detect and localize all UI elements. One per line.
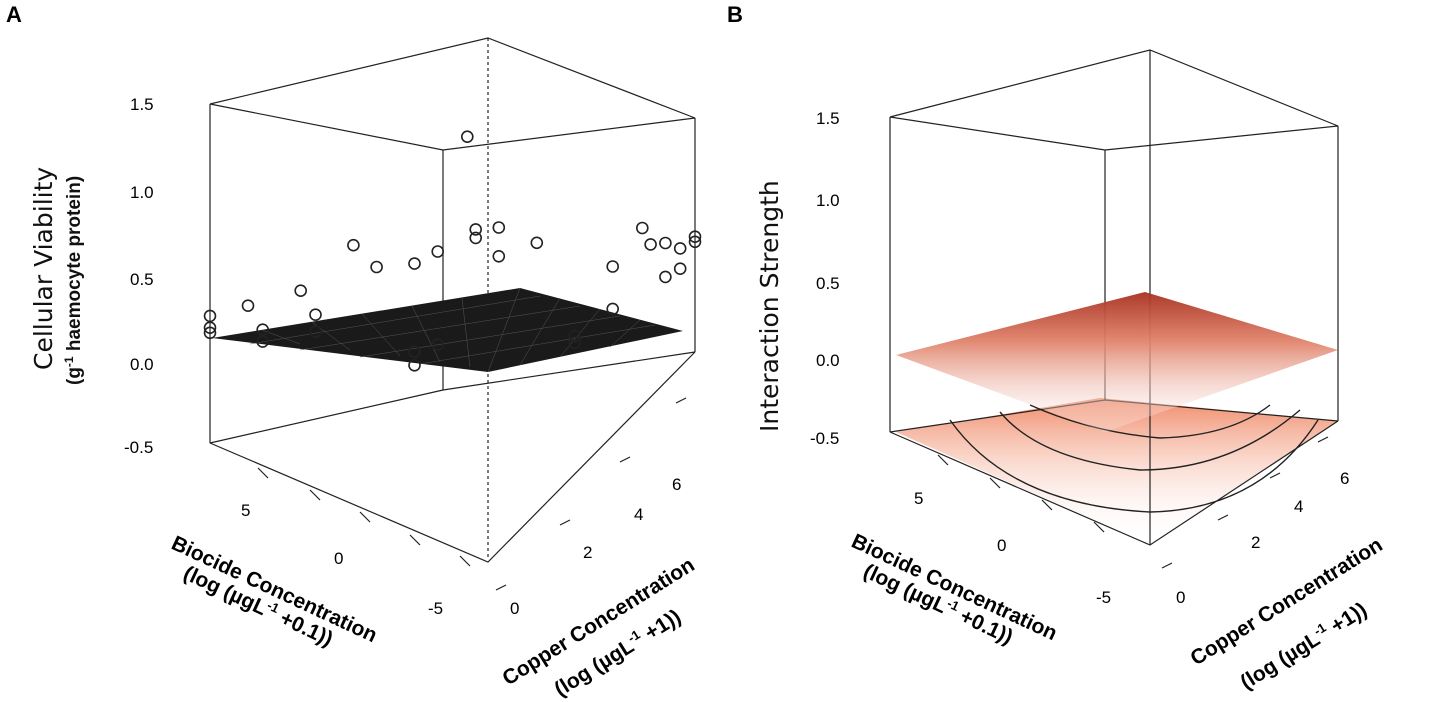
z-axis-title-a: Cellular Viability [29,167,58,370]
contour-1 [999,409,1301,471]
floor-projection-b [896,398,1338,545]
copper-tick-b-1: 0 [1176,588,1185,607]
data-point-17 [492,249,506,263]
data-point-29 [659,270,672,284]
data-point-23 [568,336,582,350]
copper-tick-a-1: 0 [510,599,519,618]
data-point-32 [688,235,702,249]
data-point-22 [530,236,544,250]
data-point-15 [469,223,483,236]
data-point-30 [673,242,687,255]
data-point-16 [492,221,506,234]
data-point-26 [606,260,620,273]
z-tick-b-2: 1.0 [816,191,840,210]
z-tick-a-3: 0.5 [130,270,154,289]
panel-label-b: B [727,2,743,27]
z-tick-labels-b: 1.5 1.0 0.5 0.0 -0.5 [810,109,840,448]
z-tick-b-5: -0.5 [810,429,839,448]
z-tick-b-1: 1.5 [816,109,840,128]
data-point-28 [659,236,672,250]
biocide-ticks-b [937,454,1105,533]
copper-ticks-b [1161,436,1329,569]
biocide-tick-b-1: 5 [914,489,923,508]
data-point-2 [203,321,217,335]
biocide-ticks-a [257,467,471,567]
data-point-4 [241,299,255,313]
z-tick-b-4: 0.0 [816,351,840,370]
data-point-18 [460,130,474,143]
data-point-24 [568,329,582,343]
panel-label-a: A [6,2,22,27]
box-top-b [889,49,1339,151]
z-tick-a-1: 1.5 [130,95,154,114]
box-bottom-back [209,351,696,444]
z-tick-b-3: 0.5 [816,274,840,293]
data-point-12 [408,257,421,270]
box-bottom-front [209,351,696,563]
contour-2 [949,419,1319,513]
data-point-21 [431,338,445,352]
data-point-19 [408,345,421,359]
box-top [209,37,696,151]
data-point-3 [203,326,217,340]
data-point-6 [256,335,270,348]
z-axis-subtitle-a: (g-1 haemocyte protein) [62,176,85,385]
response-surface-b [896,292,1338,432]
data-point-7 [294,284,308,298]
data-point-10 [347,238,360,252]
data-point-8 [309,308,322,322]
z-tick-labels-a: 1.5 1.0 0.5 0.0 -0.5 [124,95,154,457]
copper-tick-a-3: 4 [634,505,643,524]
biocide-tick-a-3: -5 [428,599,443,618]
panel-a: A [6,2,702,701]
biocide-tick-a-2: 0 [334,549,343,568]
data-point-31 [688,230,702,243]
copper-tick-a-4: 6 [672,475,681,494]
data-point-25 [606,302,620,316]
panel-b: B [727,2,1387,694]
copper-tick-b-4: 6 [1340,469,1349,488]
data-point-9 [309,325,322,338]
z-tick-a-5: -0.5 [124,438,153,457]
biocide-tick-a-1: 5 [241,501,250,520]
box-bottom-front-b [889,420,1339,546]
copper-tick-a-2: 2 [583,543,592,562]
biocide-tick-b-3: -5 [1096,588,1111,607]
data-point-5 [256,323,270,337]
floor-contours-b [949,404,1319,513]
data-point-1 [203,309,217,323]
data-point-33 [673,262,687,276]
data-point-27 [644,238,657,251]
data-point-13 [431,245,445,258]
contour-3 [1029,404,1271,439]
data-points-a [203,130,702,372]
copper-ticks-a [495,397,687,591]
z-axis-title-b: Interaction Strength [755,180,784,432]
data-point-11 [370,260,383,274]
data-point-20 [408,358,421,372]
z-tick-a-4: 0.0 [130,355,154,374]
z-tick-a-2: 1.0 [130,183,154,202]
copper-tick-b-2: 2 [1251,533,1260,552]
copper-tick-b-3: 4 [1294,497,1303,516]
data-point-14 [469,231,483,245]
data-point-34 [635,221,649,235]
biocide-tick-b-2: 0 [997,536,1006,555]
